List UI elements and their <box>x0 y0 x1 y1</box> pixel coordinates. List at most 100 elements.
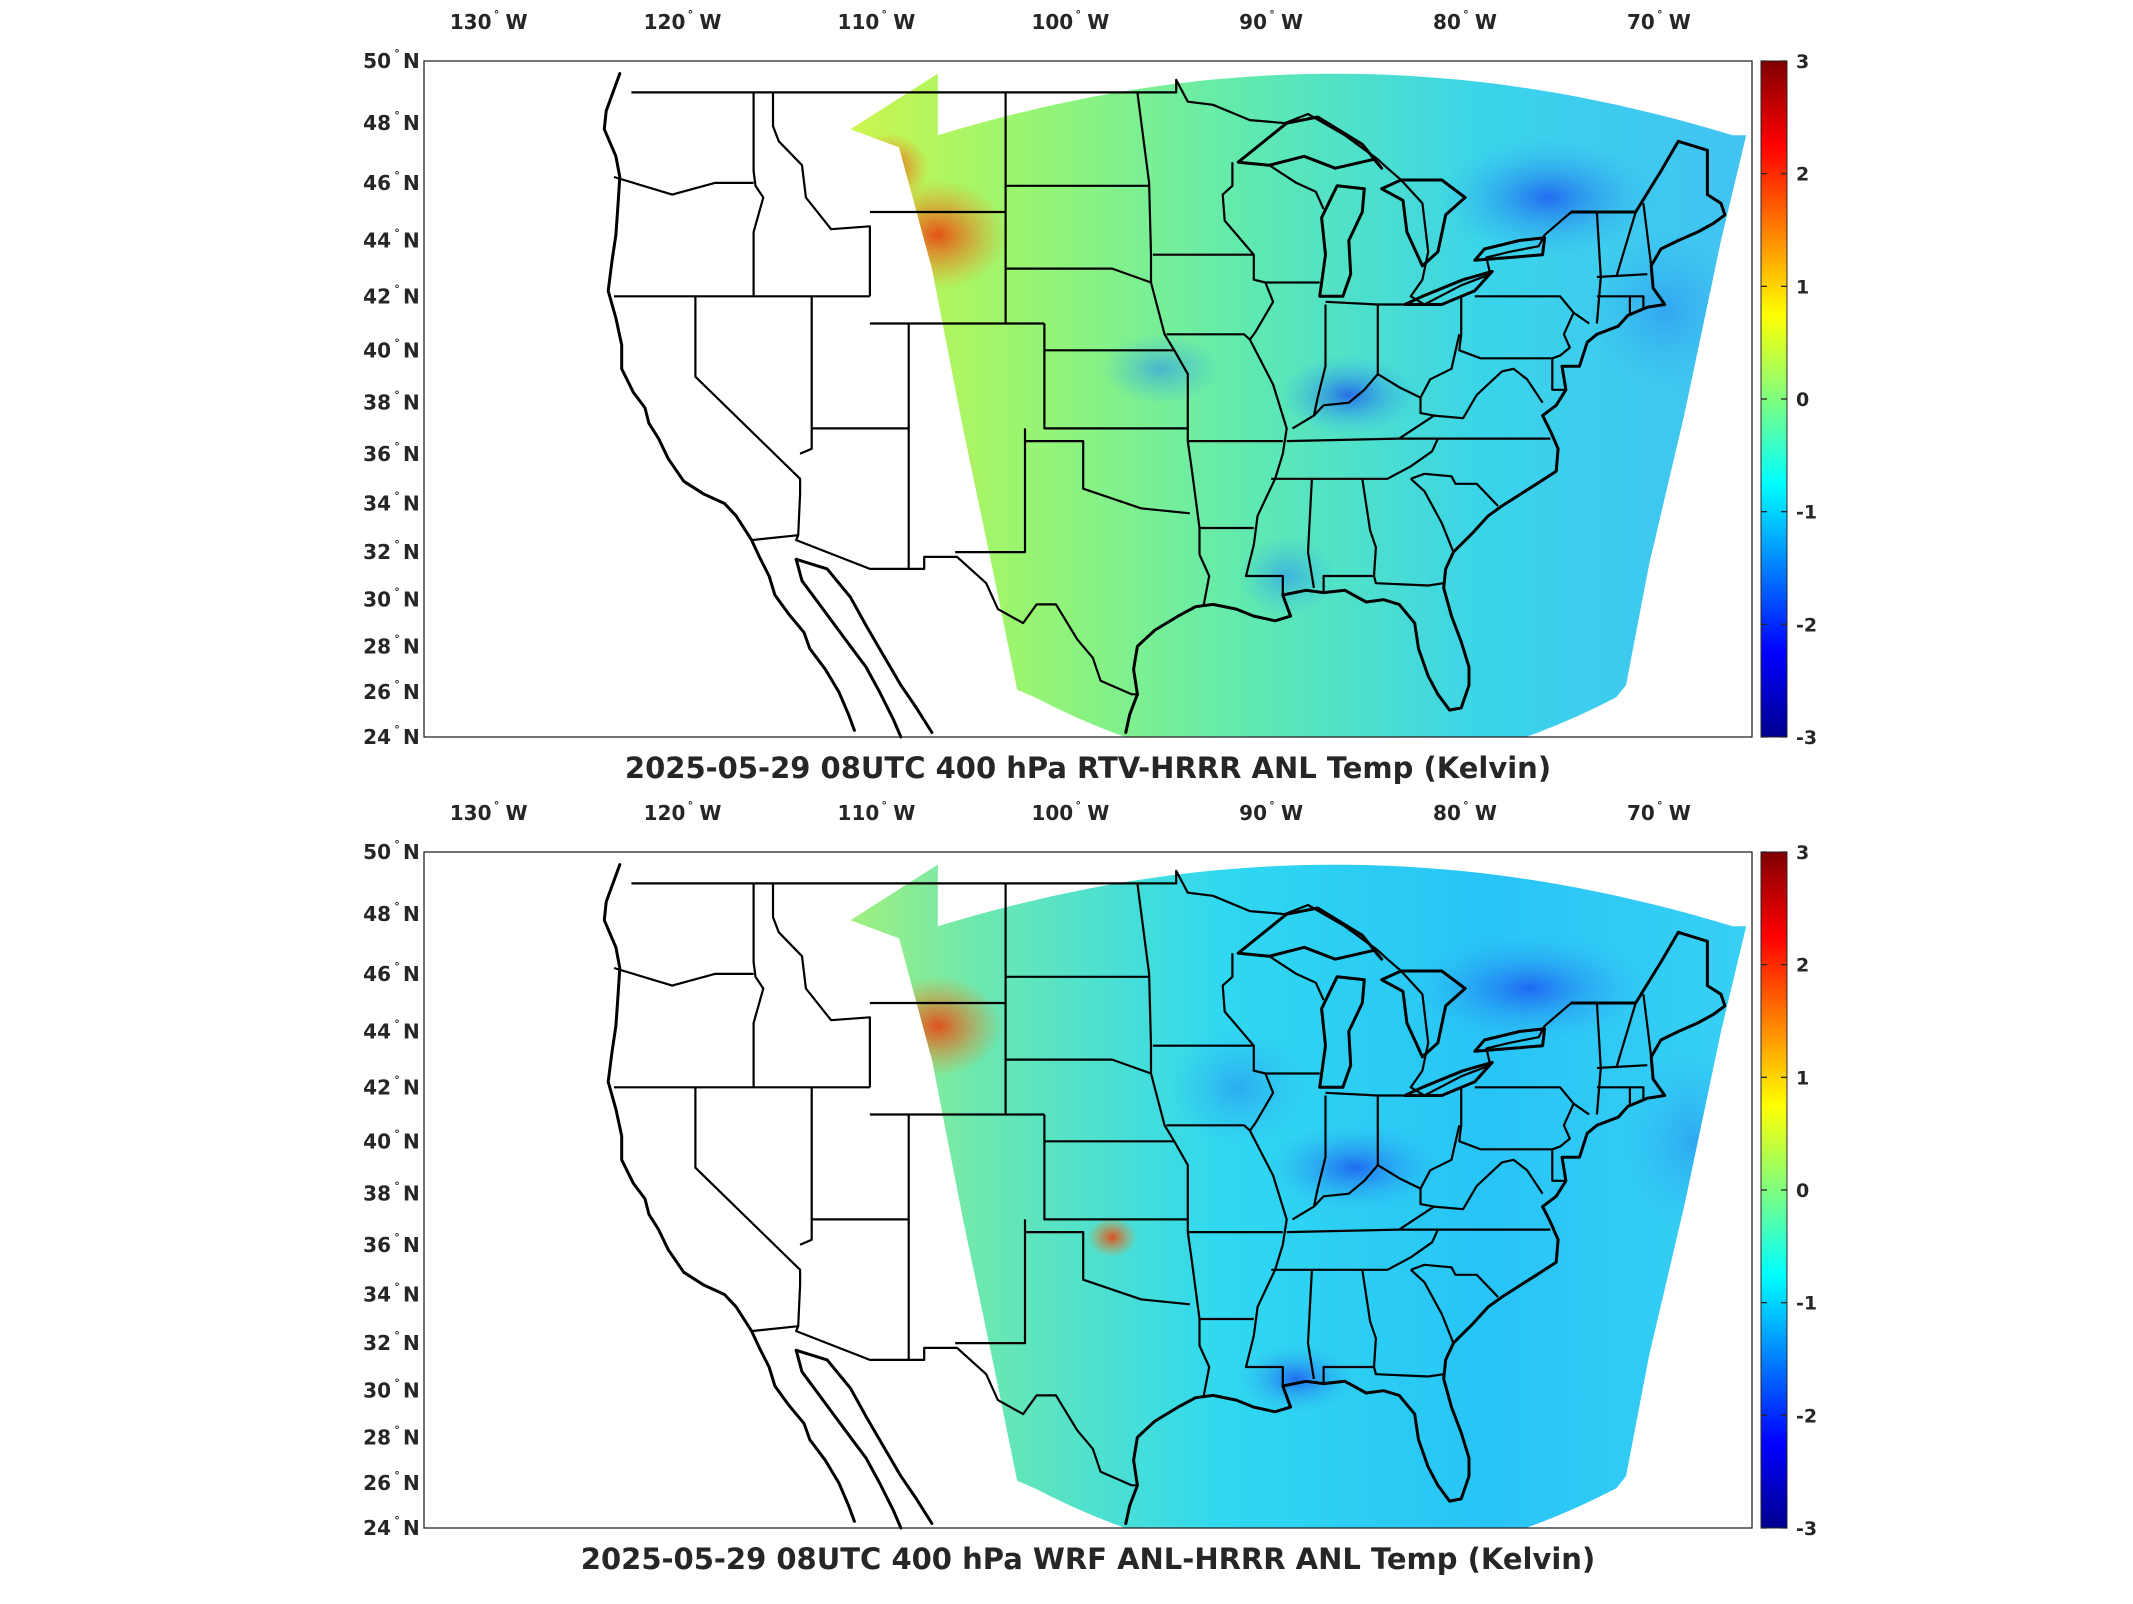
degree-symbol: ° <box>394 389 400 402</box>
degree-symbol: ° <box>394 900 400 913</box>
degree-symbol: ° <box>394 1180 400 1193</box>
degree-symbol: ° <box>1075 8 1081 21</box>
lon-tick-label: 120 <box>644 10 686 34</box>
degree-symbol: ° <box>394 960 400 973</box>
degree-symbol: ° <box>394 169 400 182</box>
geography-lines <box>602 863 1727 1530</box>
lat-hemisphere: N <box>403 492 420 516</box>
degree-symbol: ° <box>394 1231 400 1244</box>
lat-hemisphere: N <box>403 1516 420 1540</box>
lat-tick-label: 42 <box>363 284 391 308</box>
lat-tick-label: 34 <box>363 1283 391 1307</box>
panel-bottom: 130 ° W 120 ° W 110 ° W 100 ° W 90 ° W 80 ° W 70 ° W 50 ° N48 °… <box>363 799 1817 1576</box>
degree-symbol: ° <box>1269 799 1275 812</box>
degree-symbol: ° <box>494 799 500 812</box>
colorbar-tick-labels: 3 2 1 0 -1 -2 -3 <box>1761 842 1817 1540</box>
lat-tick-label: 30 <box>363 1379 391 1403</box>
lat-tick-label: 42 <box>363 1075 391 1099</box>
lat-tick-label: 26 <box>363 1471 391 1495</box>
map-body <box>602 72 1747 739</box>
lat-hemisphere: N <box>403 49 420 73</box>
map-frame <box>423 851 1753 1529</box>
lat-tick-label: 40 <box>363 338 391 362</box>
lon-hemisphere: W <box>699 10 721 34</box>
lon-tick-labels: 130 ° W 120 ° W 110 ° W 100 ° W 90 ° W 80 ° W 70 ° W <box>450 8 1691 34</box>
lon-tick-label: 130 <box>450 801 492 825</box>
degree-symbol: ° <box>494 8 500 21</box>
panel-title: 2025-05-29 08UTC 400 hPa WRF ANL-HRRR AN… <box>581 1542 1595 1576</box>
colorbar-tick-label: 1 <box>1796 1067 1809 1089</box>
lat-hemisphere: N <box>403 229 420 253</box>
lat-tick-label: 50 <box>363 840 391 864</box>
lat-tick-label: 32 <box>363 1331 391 1355</box>
lon-hemisphere: W <box>506 10 528 34</box>
lat-hemisphere: N <box>403 1283 420 1307</box>
lat-tick-label: 44 <box>363 229 391 253</box>
lat-hemisphere: N <box>403 725 420 749</box>
degree-symbol: ° <box>394 440 400 453</box>
colorbar-tick-label: 0 <box>1796 389 1809 411</box>
lon-hemisphere: W <box>699 801 721 825</box>
lat-hemisphere: N <box>403 111 420 135</box>
lon-tick-label: 80 <box>1433 10 1461 34</box>
temperature-difference-field <box>850 864 1747 1528</box>
lat-hemisphere: N <box>403 1471 420 1495</box>
lon-hemisphere: W <box>1475 801 1497 825</box>
degree-symbol: ° <box>394 1423 400 1436</box>
degree-symbol: ° <box>1269 8 1275 21</box>
map-frame <box>423 60 1753 738</box>
lon-hemisphere: W <box>506 801 528 825</box>
lon-tick-label: 100 <box>1031 801 1073 825</box>
degree-symbol: ° <box>394 1514 400 1527</box>
lat-hemisphere: N <box>403 1379 420 1403</box>
colorbar-tick-label: 0 <box>1796 1180 1809 1202</box>
colorbar-tick-label: 2 <box>1796 164 1809 186</box>
lat-hemisphere: N <box>403 680 420 704</box>
degree-symbol: ° <box>1657 799 1663 812</box>
lat-tick-label: 48 <box>363 111 391 135</box>
temperature-difference-field <box>850 73 1747 737</box>
lat-hemisphere: N <box>403 284 420 308</box>
lon-tick-label: 110 <box>838 10 880 34</box>
degree-symbol: ° <box>394 1281 400 1294</box>
degree-symbol: ° <box>1657 8 1663 21</box>
colorbar-tick-label: -2 <box>1796 614 1817 636</box>
lat-hemisphere: N <box>403 1020 420 1044</box>
degree-symbol: ° <box>688 8 694 21</box>
colorbar-tick-label: -1 <box>1796 502 1817 524</box>
lat-tick-label: 30 <box>363 588 391 612</box>
lon-tick-label: 110 <box>838 801 880 825</box>
lat-hemisphere: N <box>403 902 420 926</box>
degree-symbol: ° <box>394 282 400 295</box>
degree-symbol: ° <box>394 538 400 551</box>
lat-tick-labels: 50 ° N48 ° N46 ° N44 ° N42 ° N40 ° N38 ° N36 ° N34 ° N32 ° N… <box>363 47 420 749</box>
colorbar-tick-label: 1 <box>1796 276 1809 298</box>
lon-hemisphere: W <box>1281 10 1303 34</box>
degree-symbol: ° <box>394 838 400 851</box>
lat-tick-label: 32 <box>363 540 391 564</box>
degree-symbol: ° <box>394 1018 400 1031</box>
degree-symbol: ° <box>882 8 888 21</box>
lat-tick-label: 28 <box>363 634 391 658</box>
panel-title: 2025-05-29 08UTC 400 hPa RTV-HRRR ANL Te… <box>625 751 1551 785</box>
lon-hemisphere: W <box>893 10 915 34</box>
lat-hemisphere: N <box>403 338 420 362</box>
lat-hemisphere: N <box>403 1129 420 1153</box>
colorbar-tick-label: 2 <box>1796 955 1809 977</box>
colorbar-tick-label: -3 <box>1796 1518 1817 1540</box>
lat-tick-label: 26 <box>363 680 391 704</box>
lat-hemisphere: N <box>403 634 420 658</box>
degree-symbol: ° <box>394 1127 400 1140</box>
lat-tick-label: 38 <box>363 1182 391 1206</box>
lat-hemisphere: N <box>403 1331 420 1355</box>
lat-hemisphere: N <box>403 1425 420 1449</box>
lat-tick-label: 50 <box>363 49 391 73</box>
lat-tick-label: 36 <box>363 1233 391 1257</box>
lat-hemisphere: N <box>403 1182 420 1206</box>
colorbar: 3 2 1 0 -1 -2 -3 <box>1760 51 1817 749</box>
lon-tick-label: 80 <box>1433 801 1461 825</box>
lon-hemisphere: W <box>893 801 915 825</box>
degree-symbol: ° <box>394 586 400 599</box>
degree-symbol: ° <box>394 723 400 736</box>
lon-tick-label: 90 <box>1239 801 1267 825</box>
